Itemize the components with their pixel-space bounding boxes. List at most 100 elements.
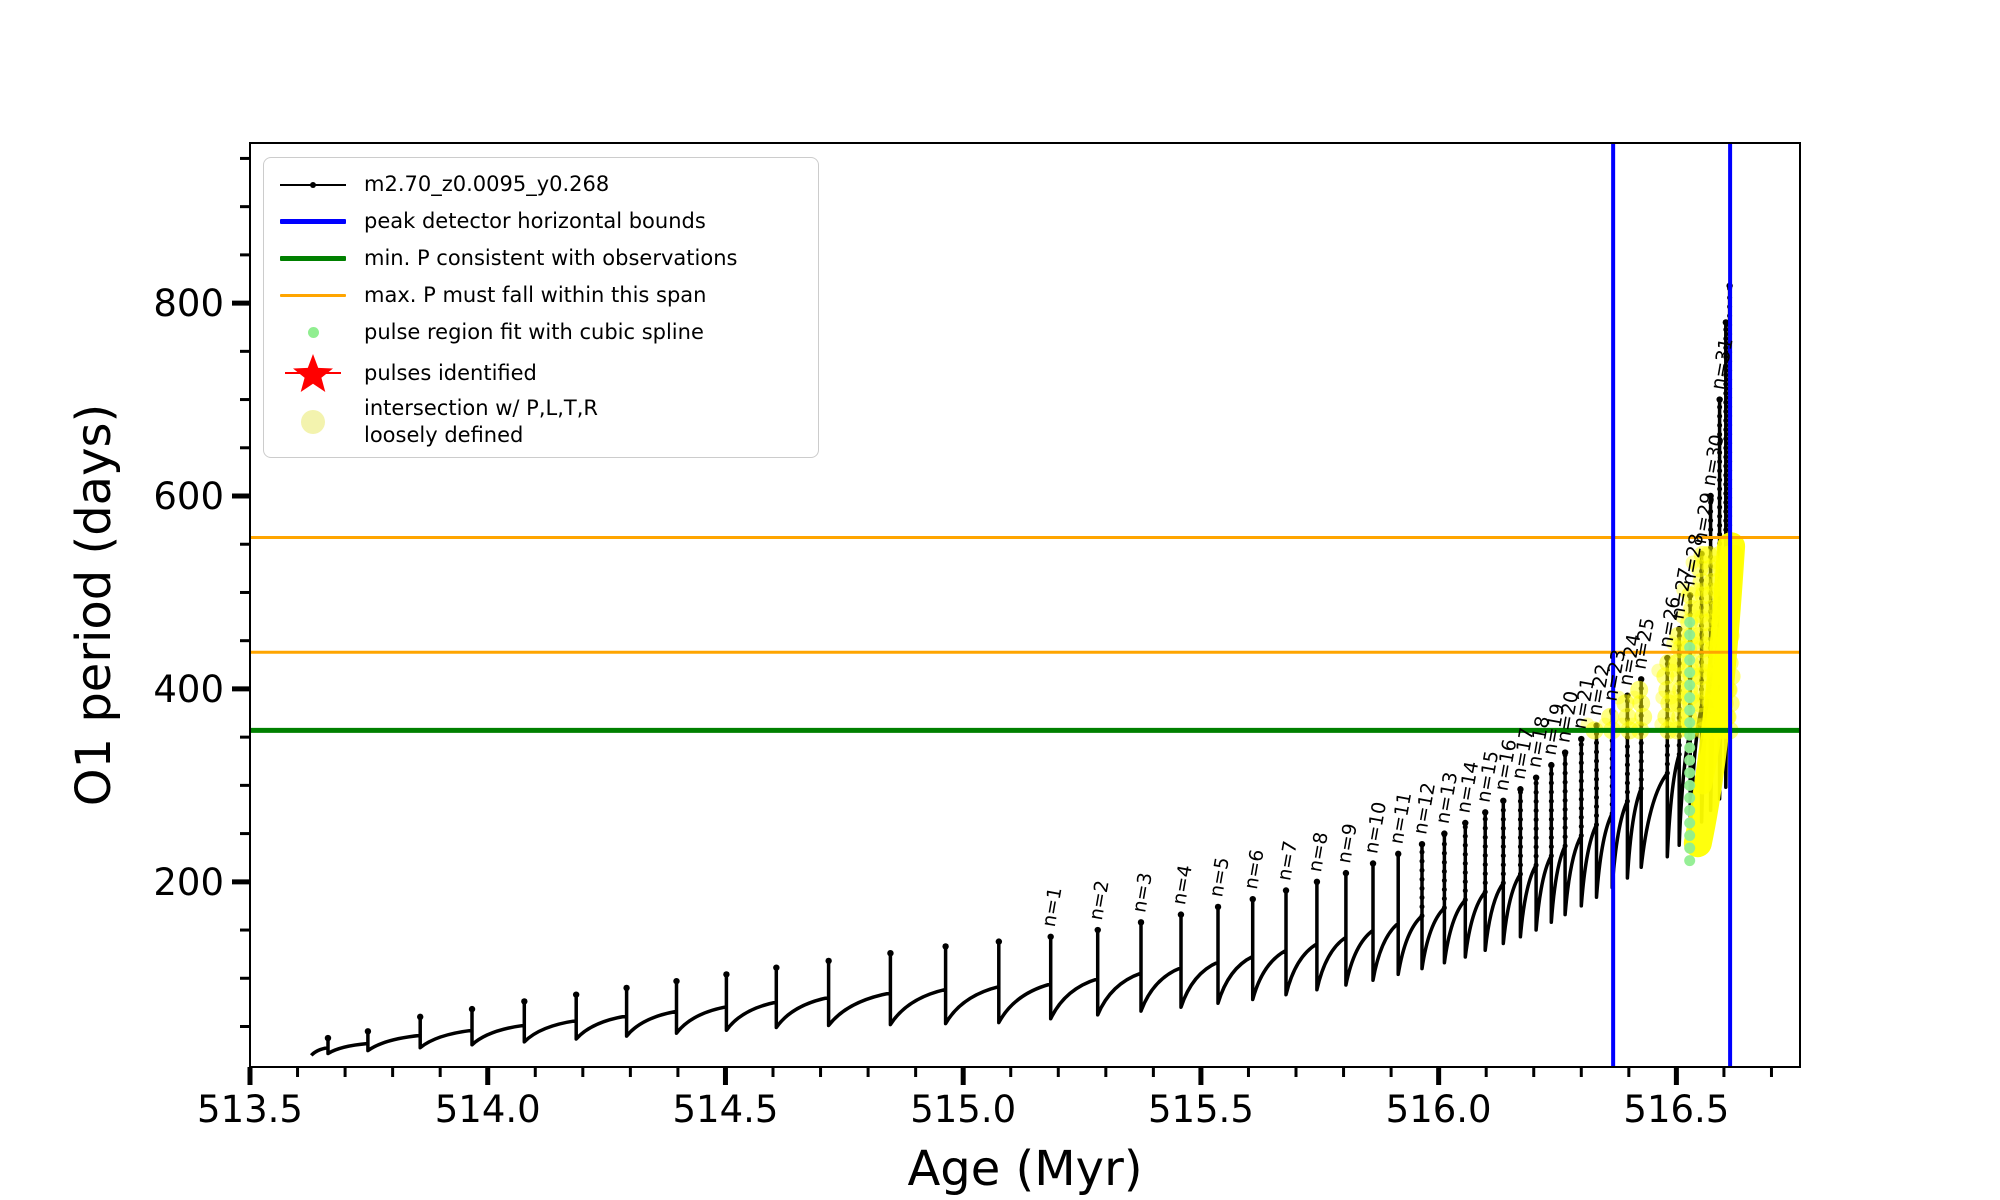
line-swatch [280,256,346,261]
intersection-dot [1658,680,1677,699]
spline-dot [1684,717,1696,729]
legend-line-swatch [276,294,350,297]
intersection-dot [1632,694,1651,713]
pulse-label: n=31 [1707,336,1738,391]
intersection-dot [1676,582,1691,597]
spline-dot [1684,754,1696,766]
pulse-label: n=3 [1128,871,1157,914]
legend-label: pulses identified [364,360,537,385]
spike-top-marker [1282,887,1290,894]
pulse-label: n=5 [1205,855,1234,898]
spike-top-marker [1637,676,1645,683]
x-tick-label: 516.0 [1386,1088,1492,1131]
spike-top-marker [364,1028,372,1035]
spike-top-marker [942,943,949,950]
intersection-dot [1681,586,1700,605]
spike-top-marker [1313,878,1321,886]
intersection-dot [1669,694,1688,713]
spike-top-marker [1094,926,1101,934]
spline-dot [1684,804,1696,816]
axes: 513.5 514.0 514.5 515.0 515.5 516.0 516.5 200 40… [66,142,1801,1197]
spline-dot [1684,692,1696,704]
legend-label: loosely defined [364,423,524,447]
spike-top-marker [1548,761,1555,769]
spline-dot [1684,817,1696,829]
spike-top-marker [673,977,680,985]
spike-top-marker [1462,819,1469,827]
dot-part [310,181,316,188]
spline-dot [1684,767,1696,779]
spike-top-marker [572,991,580,998]
legend-label: peak detector horizontal bounds [364,209,706,233]
pulse-label: n=9 [1333,822,1362,865]
y-tick-label: 400 [153,668,224,711]
spike-top-marker [1716,396,1723,403]
spike-top-marker [723,971,730,978]
legend-entry: min. P consistent with observations [276,240,806,277]
spline-dot [1684,654,1696,666]
spline-dot [1684,704,1696,716]
x-tick-label: 515.0 [910,1088,1016,1131]
spike-top-marker [1482,809,1489,816]
y-axis-label: O1 period (days) [66,404,122,807]
reference-lines [250,143,1800,1067]
pulse-label: n=2 [1085,879,1114,922]
y-tick-label: 800 [153,282,224,325]
spike-top-marker [1441,830,1448,837]
spline-dot [1684,792,1696,804]
line-dot-swatch [280,180,346,190]
legend-star-swatch [276,351,350,395]
spike-top-marker [417,1013,424,1021]
spike-top-marker [521,998,528,1005]
spike-top-marker [1369,860,1377,867]
pulse-number-labels: n=1 n=2 n=3 n=4 n=5 n=6 n=7 n=8 n=9n=10n=11n=12n… [1038,336,1738,928]
spline-dot [1684,830,1696,842]
pulse-label: n=8 [1304,830,1333,873]
intersection-dot [1657,707,1676,726]
legend-dot-swatch [276,327,350,338]
spike-top-marker [1578,735,1585,743]
spline-dot [1684,855,1696,867]
track-path [309,285,1732,1057]
intersection-dot [1670,667,1689,686]
x-tick-label: 514.0 [435,1088,541,1131]
spike-top-marker [1177,911,1185,918]
plot-spines [249,142,1801,1068]
spike-top-marker [1517,786,1524,793]
legend-entry: max. P must fall within this span [276,277,806,314]
legend-label: min. P consistent with observations [364,246,738,270]
legend-label-multiline: intersection w/ P,L,T,R loosely defined [364,395,598,449]
intersection-dot [1656,667,1675,686]
spike-top-marker [1532,774,1540,781]
spike-top-marker [1137,919,1145,926]
spline-dot [1684,616,1696,628]
spike-top-marker [468,1005,476,1013]
spline-dot [1684,667,1696,679]
legend-label: m2.70_z0.0095_y0.268 [364,172,610,196]
spline-dot [1684,742,1696,754]
pulse-label: n=1 [1038,885,1067,928]
pulse-label: n=30 [1698,433,1729,488]
spike-top-marker [1500,797,1507,804]
legend-entry: pulses identified [276,351,806,395]
legend-line-swatch [276,256,350,261]
spline-fit-dots [1684,616,1696,867]
pulse-label: n=6 [1240,848,1269,891]
x-tick-label: 514.5 [672,1088,778,1131]
legend-entry: intersection w/ P,L,T,R loosely defined [276,395,806,449]
spike-top-marker [1342,869,1350,877]
spline-dot [1684,679,1696,691]
legend-entry: pulse region fit with cubic spline [276,314,806,351]
intersection-dot [1618,707,1637,726]
legend-dot-swatch [276,410,350,434]
spike-top-marker [1214,903,1222,911]
y-tick-label: 600 [153,475,224,518]
line-swatch [280,294,346,297]
spike-top-marker [773,964,780,971]
spike-top-marker [1249,895,1256,903]
legend-label: max. P must fall within this span [364,283,707,307]
legend-entry: m2.70_z0.0095_y0.268 [276,166,806,203]
star-icon [285,354,341,392]
intersection-dot [1669,626,1688,645]
